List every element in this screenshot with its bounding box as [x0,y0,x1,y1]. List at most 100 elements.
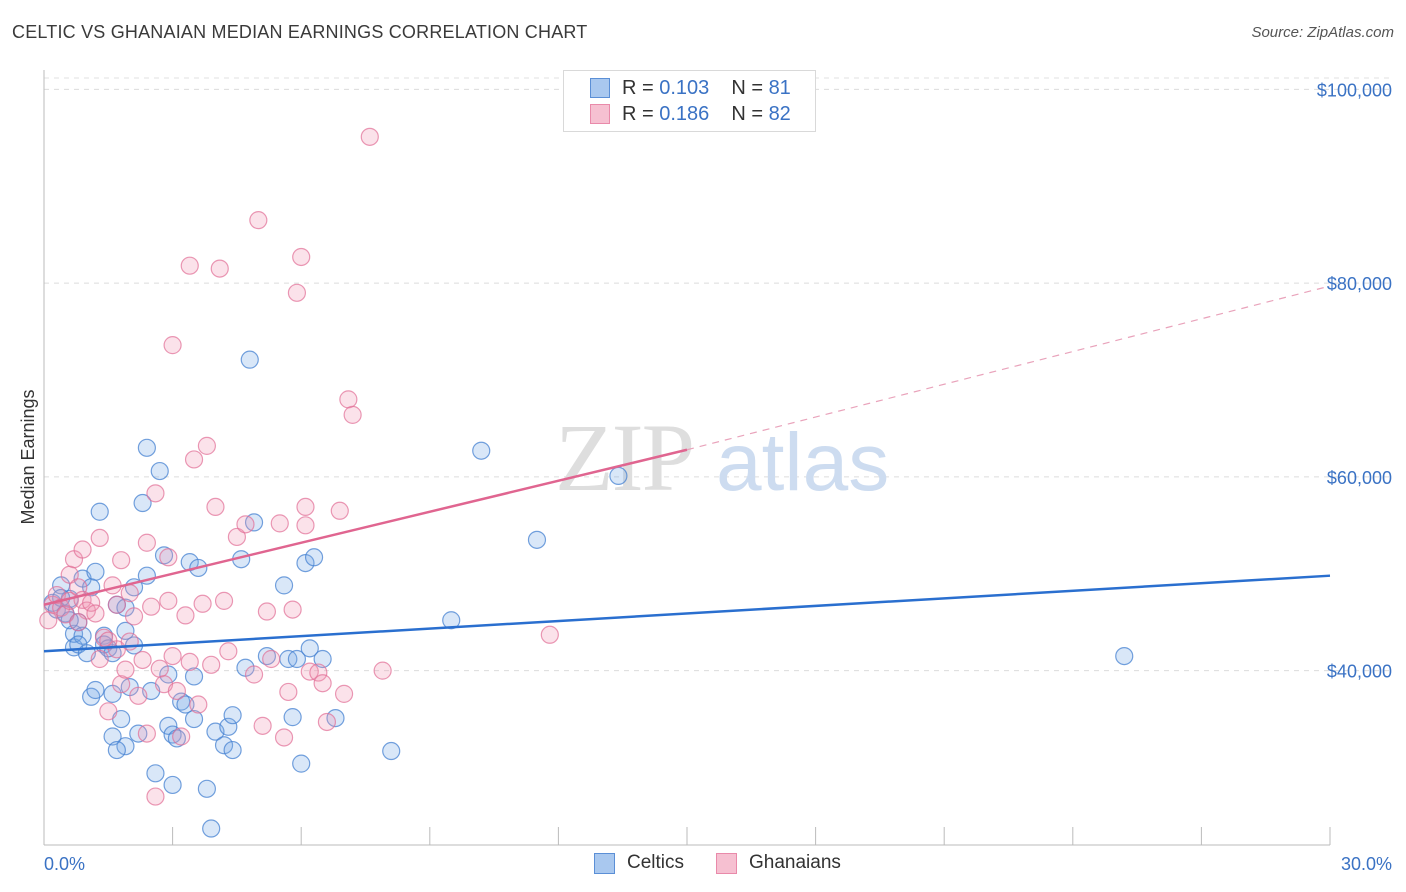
ghanaians-point [146,484,165,503]
celtics-point [442,611,461,630]
legend-n-value: 82 [768,102,791,125]
y-axis-label: Median Earnings [18,389,38,524]
celtics-point [133,493,152,513]
celtics-point [159,716,178,735]
ghanaians-point [99,631,118,650]
ghanaians-point [287,283,307,302]
celtics-point [73,626,92,645]
celtics-point [176,695,195,714]
series-legend: Celtics Ghanaians [594,852,873,874]
ghanaians-point [124,607,144,626]
ghanaians-point [180,256,199,275]
celtics-point [107,740,126,760]
series-legend-ghanaians[interactable]: Ghanaians [716,852,841,874]
y-tick-label: $80,000 [1327,274,1392,294]
ghanaians-point [270,514,289,533]
ghanaians-point [163,646,182,666]
celtics-point [292,754,311,773]
ghanaians-point [172,727,191,746]
celtics-point [283,708,302,727]
ghanaians-point [73,540,92,559]
legend-r-value: 0.186 [659,102,710,125]
watermark: ZIP atlas [555,404,889,511]
x-tick-label: 0.0% [44,854,85,874]
ghanaians-point [167,681,186,701]
legend-swatch-celtics [590,78,610,98]
ghanaians-point [236,515,255,534]
celtics-point [313,649,332,669]
celtics-point [202,819,221,838]
legend-n-label: N = [731,76,769,99]
ghanaians-point [330,501,349,520]
celtics-point [240,350,259,369]
celtics-trend-line [43,574,1331,653]
celtics-point [184,667,204,686]
legend-row-ghanaians: R = 0.186 N = 82 [590,102,791,126]
celtics-point [116,737,135,756]
ghanaians-point [86,604,105,623]
celtics-point [146,764,165,783]
series-legend-celtics[interactable]: Celtics [594,852,684,874]
ghanaians-point [159,548,178,567]
ghanaians-point [219,642,238,661]
ghanaians-trend-line [43,448,688,606]
ghanaians-point [99,702,118,721]
celtics-point [116,621,135,641]
legend-swatch-ghanaians [590,104,610,124]
y-tick-label: $100,000 [1317,80,1392,100]
ghanaians-point [129,686,148,705]
ghanaians-point [279,682,298,702]
celtics-point [223,706,242,725]
celtics-point [90,502,109,521]
ghanaians-point [210,259,229,278]
x-tick-label: 30.0% [1341,854,1392,874]
celtics-point [184,709,204,729]
ghanaians-point [146,787,165,806]
celtics-point [300,639,319,658]
trend-lines [43,285,1331,653]
celtics-point [197,779,216,798]
ghanaians-point [90,649,109,669]
ghanaians-point [313,674,332,693]
ghanaians-point [193,594,212,613]
ghanaians-point [214,591,234,610]
celtics-point [163,775,182,795]
ghanaians-point [292,247,311,267]
celtics-point [223,740,242,760]
ghanaians-point [262,649,281,669]
ghanaians-point [163,336,182,355]
ghanaians-point [90,528,109,548]
ghanaians-point [253,716,272,735]
ghanaians-point [116,660,135,679]
ghanaians-point [202,655,221,674]
ghanaians-swatch [716,852,738,874]
gridlines [44,77,1392,672]
source-credit: Source: ZipAtlas.com [1251,24,1394,41]
ghanaians-point [309,663,328,682]
ghanaians-point [197,436,216,455]
stats-legend: R = 0.103 N = 81 R = 0.186 N = 82 [563,70,816,132]
ghanaians-point [184,450,204,469]
data-points [39,127,1134,838]
y-tick-label: $60,000 [1327,468,1392,488]
ghanaians-point [360,127,379,146]
ghanaians-point [283,600,302,619]
celtics-point [103,727,122,746]
ghanaians-point [112,675,131,694]
celtics-point [472,441,491,460]
series-legend-label: Ghanaians [749,852,841,873]
celtics-point [219,717,238,736]
legend-n-label: N = [731,102,769,125]
ghanaians-point [107,595,126,614]
tick-labels: $40,000 $60,000 $80,000 $100,000 0.0% 30.0% [44,80,1392,874]
ghanaians-point [249,211,268,230]
celtics-point [609,466,628,486]
celtics-swatch [594,852,615,874]
ghanaians-point [176,606,195,625]
ghanaians-point [257,602,277,621]
ghanaians-trend-extension [686,285,1331,451]
celtics-point [150,461,169,481]
ghanaians-point [334,684,354,703]
celtics-point [86,680,105,700]
